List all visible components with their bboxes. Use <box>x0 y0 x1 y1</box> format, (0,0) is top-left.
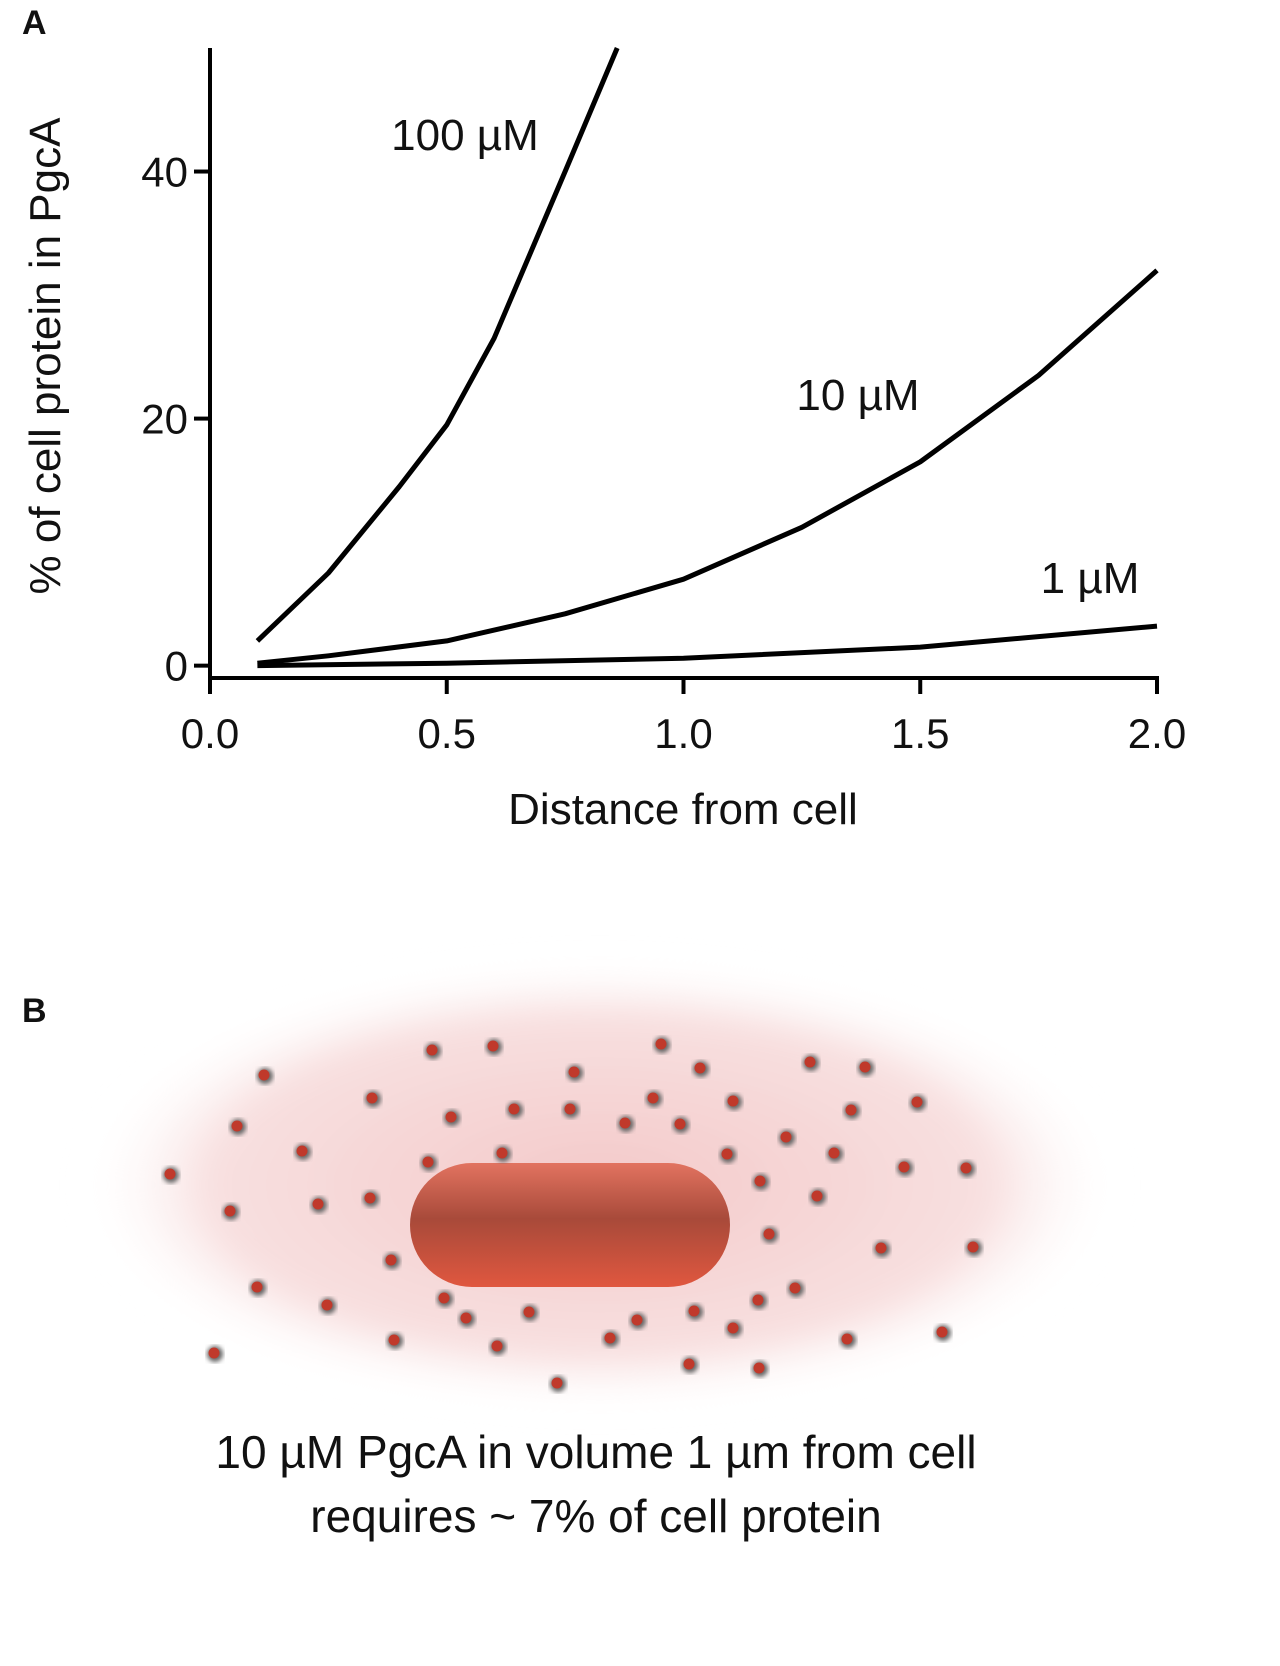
molecule <box>438 1292 450 1304</box>
molecule <box>164 1168 176 1180</box>
series-label: 10 µM <box>796 371 919 420</box>
panel-label: B <box>22 992 47 1030</box>
cell <box>410 1163 730 1287</box>
molecule <box>811 1190 823 1202</box>
molecule <box>487 1040 499 1052</box>
panel-label: A <box>22 4 47 42</box>
molecule <box>551 1377 563 1389</box>
molecule <box>460 1312 472 1324</box>
molecule <box>604 1332 616 1344</box>
molecule <box>564 1103 576 1115</box>
molecule <box>752 1294 764 1306</box>
x-tick-label: 0.0 <box>181 710 239 757</box>
molecule <box>251 1281 263 1293</box>
molecule <box>967 1241 979 1253</box>
molecule <box>631 1314 643 1326</box>
molecule <box>780 1131 792 1143</box>
molecule <box>727 1095 739 1107</box>
molecule <box>688 1305 700 1317</box>
molecule <box>508 1103 520 1115</box>
molecule <box>422 1156 434 1168</box>
molecule <box>296 1145 308 1157</box>
molecule <box>655 1038 667 1050</box>
molecule <box>312 1198 324 1210</box>
molecule <box>936 1326 948 1338</box>
molecule <box>385 1254 397 1266</box>
molecule <box>763 1228 775 1240</box>
line <box>257 268 1159 666</box>
molecule <box>828 1147 840 1159</box>
molecule <box>845 1104 857 1116</box>
molecule <box>960 1162 972 1174</box>
molecule <box>366 1092 378 1104</box>
molecule <box>568 1066 580 1078</box>
molecule <box>388 1334 400 1346</box>
molecule <box>683 1358 695 1370</box>
molecule <box>841 1333 853 1345</box>
molecule <box>445 1111 457 1123</box>
molecule <box>224 1205 236 1217</box>
line <box>257 623 1158 669</box>
molecule <box>426 1044 438 1056</box>
x-axis-label: Distance from cell <box>508 785 858 834</box>
molecule <box>496 1147 508 1159</box>
molecule <box>321 1299 333 1311</box>
series-label: 100 µM <box>391 111 539 160</box>
molecule <box>647 1092 659 1104</box>
y-tick-label: 20 <box>141 396 188 443</box>
x-tick-label: 2.0 <box>1128 710 1186 757</box>
molecule <box>694 1062 706 1074</box>
x-tick-label: 1.5 <box>891 710 949 757</box>
molecule <box>619 1117 631 1129</box>
molecule <box>258 1069 270 1081</box>
y-axis-label: % of cell protein in PgcA <box>21 117 70 595</box>
series-label: 1 µM <box>1041 554 1140 603</box>
molecule <box>875 1242 887 1254</box>
molecule <box>754 1175 766 1187</box>
molecule <box>231 1120 243 1132</box>
molecule <box>804 1056 816 1068</box>
molecule <box>753 1362 765 1374</box>
molecule <box>523 1306 535 1318</box>
molecule <box>674 1118 686 1130</box>
y-tick-label: 40 <box>141 149 188 196</box>
molecule <box>789 1282 801 1294</box>
x-tick-label: 0.5 <box>418 710 476 757</box>
x-tick-label: 1.0 <box>654 710 712 757</box>
molecule <box>491 1340 503 1352</box>
caption: 10 µM PgcA in volume 1 µm from cell <box>215 1426 976 1478</box>
molecule <box>364 1192 376 1204</box>
diagram <box>80 960 1120 1410</box>
y-tick-label: 0 <box>165 643 188 690</box>
molecule <box>898 1161 910 1173</box>
molecule <box>727 1322 739 1334</box>
molecule <box>208 1347 220 1359</box>
molecule <box>859 1061 871 1073</box>
molecule <box>911 1096 923 1108</box>
caption: requires ~ 7% of cell protein <box>310 1490 881 1542</box>
line <box>255 47 620 643</box>
molecule <box>721 1148 733 1160</box>
